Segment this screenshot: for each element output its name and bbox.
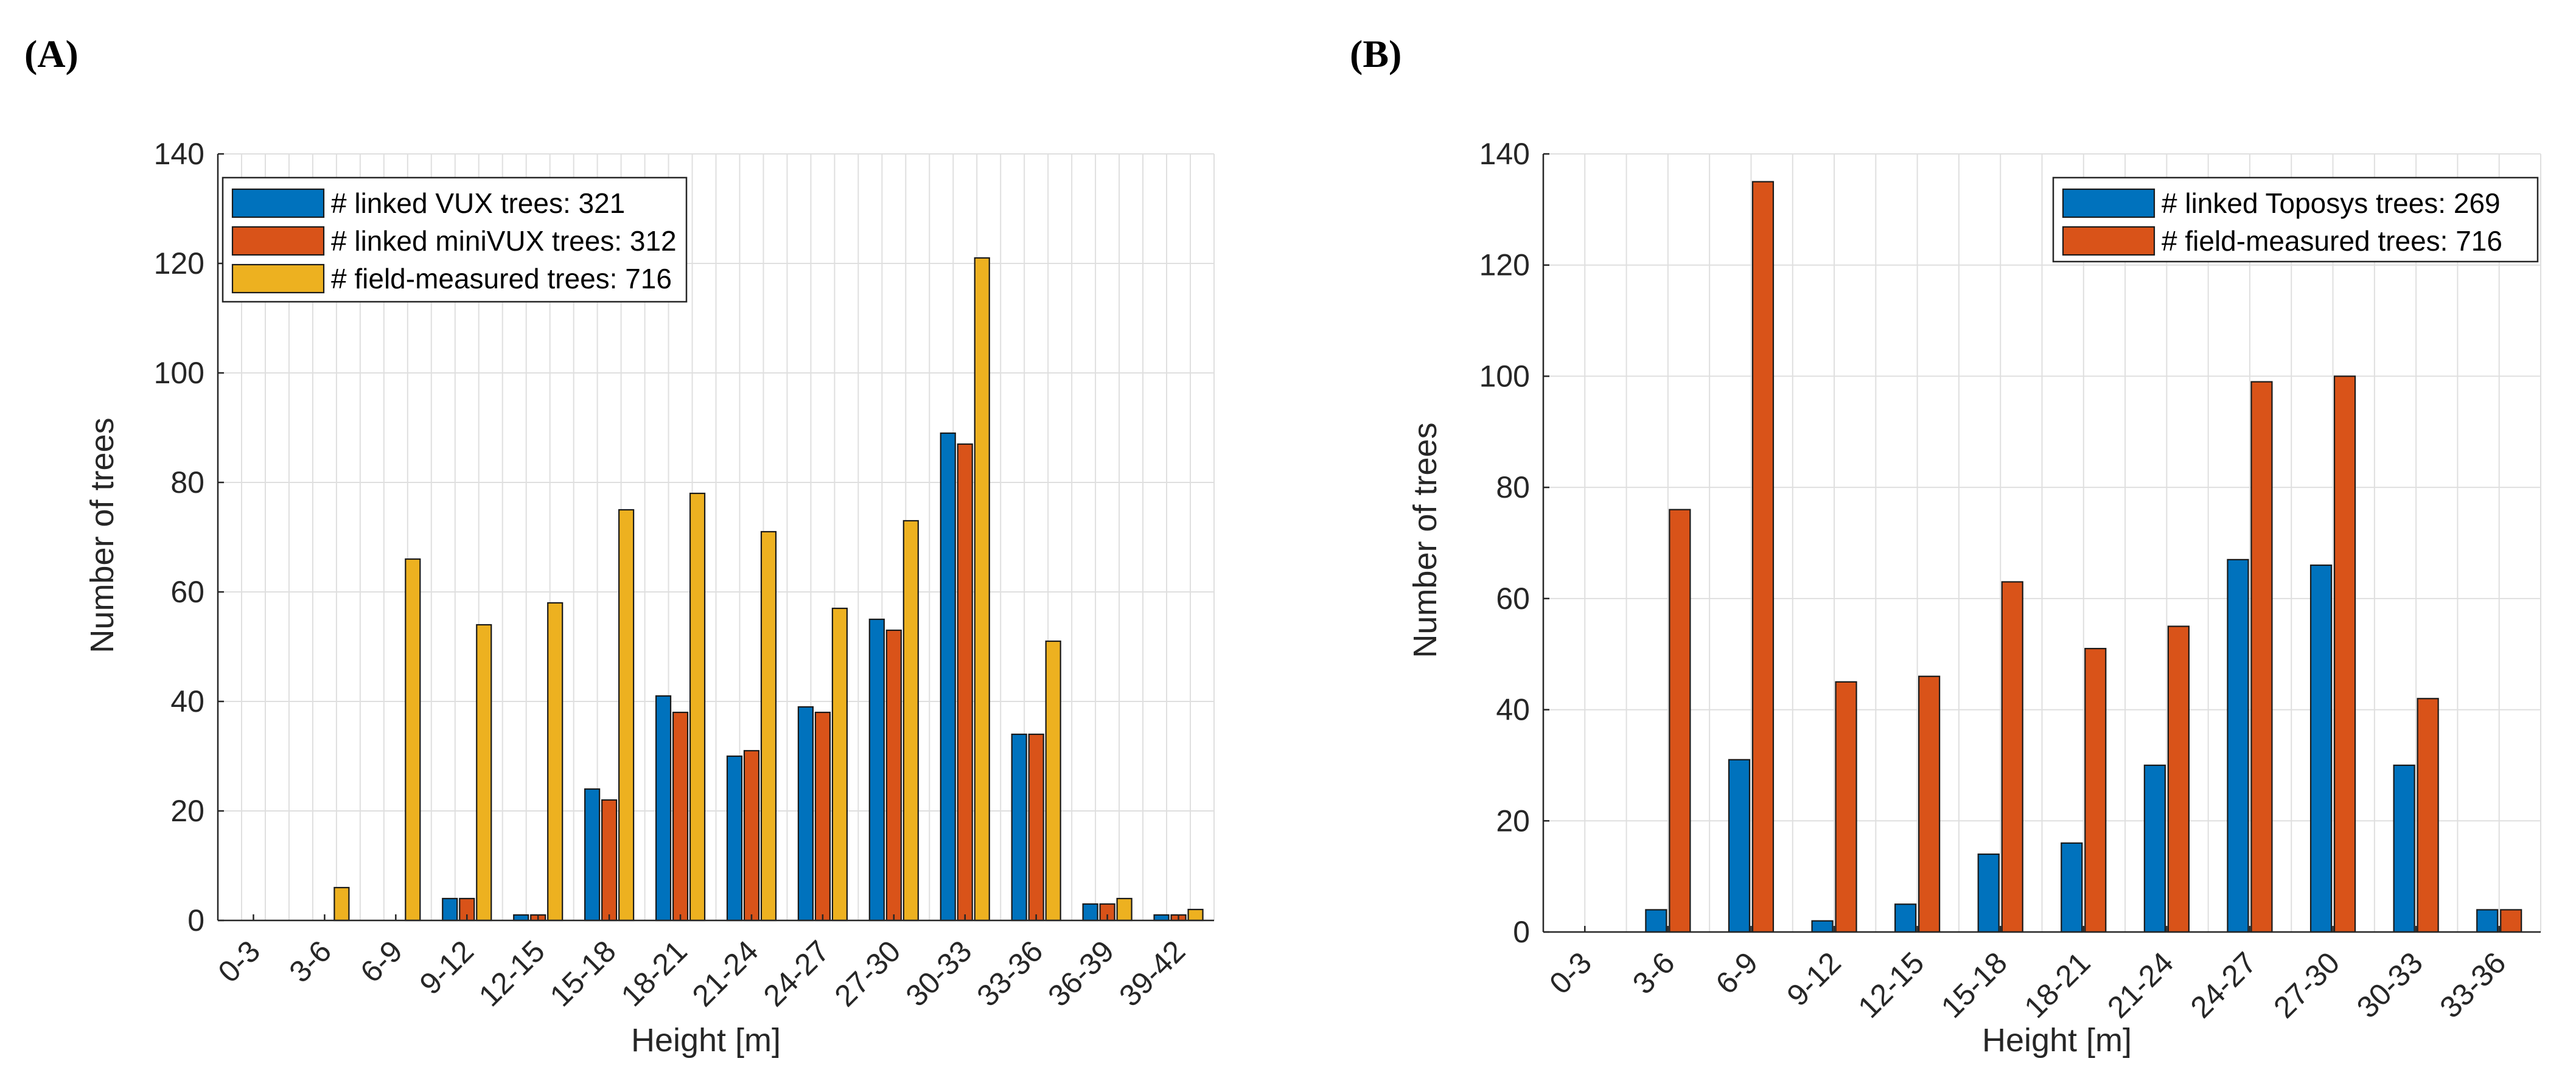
y-tick-label-a: 120 <box>154 246 204 280</box>
bar-b-series1-15-18 <box>1977 853 2000 933</box>
y-tick-label-a: 20 <box>170 794 204 828</box>
bar-a-series1-39-42 <box>1153 914 1170 922</box>
y-tick-label-b: 120 <box>1479 248 1530 282</box>
bar-a-series1-9-12 <box>442 897 458 922</box>
bar-b-series1-21-24 <box>2143 764 2166 933</box>
bar-b-series2-12-15 <box>1918 675 1941 933</box>
y-tick-label-a: 40 <box>170 684 204 718</box>
legend-swatch-a-3 <box>231 263 325 294</box>
bar-a-series2-18-21 <box>672 711 689 922</box>
y-tick-label-b: 0 <box>1513 915 1530 949</box>
x-axis-title-a: Height [m] <box>631 1022 781 1059</box>
bar-b-series1-24-27 <box>2227 558 2249 933</box>
bar-a-series2-21-24 <box>743 749 760 922</box>
bar-a-series1-12-15 <box>513 914 529 922</box>
y-tick-label-b: 40 <box>1496 693 1530 727</box>
y-tick-label-b: 60 <box>1496 582 1530 616</box>
bar-a-series3-36-39 <box>1116 897 1133 922</box>
legend-label-b-1: # linked Toposys trees: 269 <box>2162 187 2501 219</box>
bar-a-series3-33-36 <box>1045 640 1061 922</box>
bar-b-series2-9-12 <box>1835 681 1857 933</box>
bar-a-series2-27-30 <box>885 629 902 922</box>
axes-b <box>1542 153 2541 933</box>
bar-a-series2-24-27 <box>814 711 831 922</box>
bar-b-series2-24-27 <box>2250 381 2273 933</box>
bar-a-series3-24-27 <box>831 607 848 922</box>
grid-b <box>1543 153 2541 933</box>
bar-a-series3-21-24 <box>760 530 777 922</box>
legend-label-a-1: # linked VUX trees: 321 <box>331 187 625 219</box>
bar-a-series1-30-33 <box>940 432 956 922</box>
y-axis-title-a: Number of trees <box>84 417 120 653</box>
bar-a-series3-9-12 <box>476 624 492 922</box>
y-tick-label-a: 60 <box>170 575 204 609</box>
y-tick-label-a: 0 <box>187 903 204 937</box>
bar-a-series3-39-42 <box>1187 908 1204 922</box>
bars-a <box>333 257 1204 922</box>
panel-label-b: (B) <box>1350 32 1401 75</box>
bar-b-series2-15-18 <box>2001 581 2023 933</box>
bar-a-series1-36-39 <box>1082 903 1098 922</box>
bar-a-series2-30-33 <box>957 443 973 922</box>
legend-label-a-2: # linked miniVUX trees: 312 <box>331 225 677 257</box>
bar-a-series1-21-24 <box>726 755 743 922</box>
legend-swatch-b-1 <box>2062 188 2155 218</box>
bar-b-series2-33-36 <box>2500 909 2522 933</box>
bar-b-series1-33-36 <box>2476 909 2499 933</box>
bar-b-series2-21-24 <box>2167 625 2190 933</box>
bar-b-series2-27-30 <box>2333 375 2356 933</box>
bar-a-series3-18-21 <box>689 492 706 922</box>
bar-a-series3-6-9 <box>405 558 421 922</box>
y-tick-label-a: 140 <box>154 137 204 171</box>
bar-a-series1-18-21 <box>655 695 672 922</box>
bar-a-series3-12-15 <box>547 602 564 922</box>
legend-swatch-a-1 <box>231 188 325 218</box>
bar-a-series3-30-33 <box>974 257 990 922</box>
bar-a-series1-15-18 <box>584 788 601 922</box>
bar-a-series3-27-30 <box>902 520 919 922</box>
bar-a-series3-3-6 <box>333 886 350 922</box>
bar-b-series2-30-33 <box>2417 698 2439 933</box>
bar-b-series1-30-33 <box>2393 764 2415 933</box>
legend-swatch-a-2 <box>231 226 325 256</box>
bar-b-series2-6-9 <box>1751 181 1775 933</box>
bar-a-series2-15-18 <box>601 799 618 922</box>
panel-label-a: (A) <box>24 32 79 75</box>
y-tick-label-a: 100 <box>154 356 204 390</box>
legend-swatch-b-2 <box>2062 226 2155 256</box>
y-tick-label-b: 20 <box>1496 804 1530 838</box>
bar-b-series1-3-6 <box>1645 909 1667 933</box>
y-tick-label-b: 140 <box>1479 137 1530 171</box>
bars-b <box>1645 181 2522 933</box>
bar-b-series1-9-12 <box>1811 920 1834 933</box>
bar-b-series1-12-15 <box>1894 903 1917 933</box>
x-axis-title-b: Height [m] <box>1982 1022 2132 1059</box>
legend-a: # linked VUX trees: 321 # linked miniVUX … <box>222 176 688 303</box>
y-axis-title-b: Number of trees <box>1407 422 1443 658</box>
bar-a-series2-33-36 <box>1028 733 1044 922</box>
y-tick-label-b: 100 <box>1479 359 1530 393</box>
bar-b-series1-18-21 <box>2061 842 2083 933</box>
bar-a-series1-24-27 <box>797 706 814 922</box>
bar-b-series1-27-30 <box>2309 564 2333 933</box>
axes-a <box>217 153 1214 922</box>
bar-a-series3-15-18 <box>618 509 635 922</box>
bar-b-series2-3-6 <box>1669 509 1691 933</box>
legend-label-a-3: # field-measured trees: 716 <box>331 263 672 294</box>
bar-b-series1-6-9 <box>1728 759 1751 933</box>
bar-b-series2-18-21 <box>2084 647 2107 933</box>
y-tick-label-b: 80 <box>1496 470 1530 504</box>
y-tick-label-a: 80 <box>170 465 204 499</box>
legend-b: # linked Toposys trees: 269 # field-measu… <box>2052 176 2539 263</box>
legend-label-b-2: # field-measured trees: 716 <box>2162 225 2502 257</box>
bar-a-series1-33-36 <box>1011 733 1027 922</box>
bar-a-series1-27-30 <box>868 618 885 922</box>
